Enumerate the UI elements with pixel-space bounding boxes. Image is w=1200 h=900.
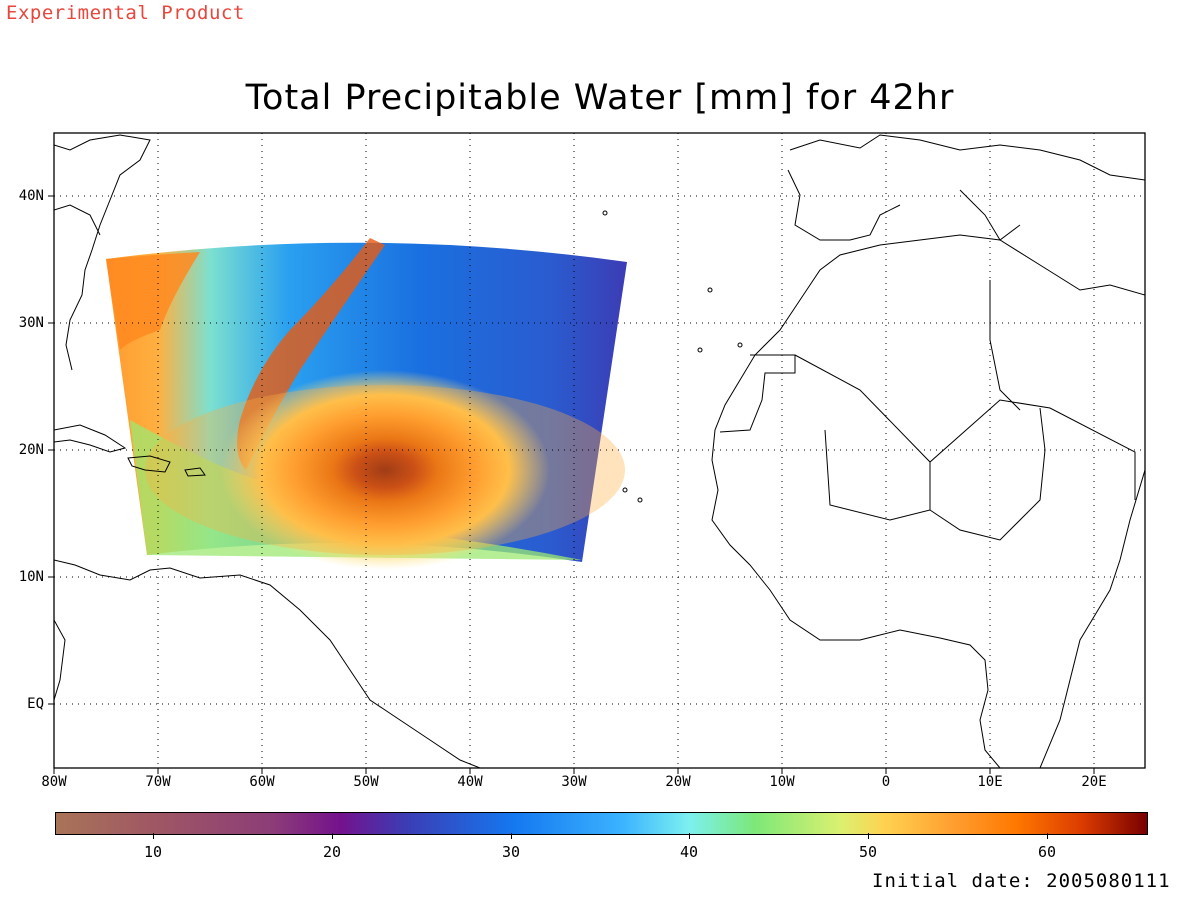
lon-label-50w: 50W [353, 774, 379, 790]
lon-label-30w: 30W [561, 774, 587, 790]
experimental-label: Experimental Product [6, 2, 245, 24]
colorbar-tick [511, 833, 512, 839]
colorbar-tick [868, 833, 869, 839]
lon-label-70w: 70W [145, 774, 171, 790]
colorbar-label-40: 40 [679, 843, 699, 861]
lat-label-40n: 40N [18, 188, 44, 204]
lon-label-40w: 40W [457, 774, 483, 790]
vortex-outer-band [145, 385, 625, 555]
lon-label-10w: 10W [769, 774, 795, 790]
axis-ticks [48, 195, 1095, 774]
lon-label-10e: 10E [977, 774, 1003, 790]
initial-date: Initial date: 2005080111 [872, 870, 1171, 892]
lat-label-eq: EQ [27, 696, 44, 712]
map-title: Total Precipitable Water [mm] for 42hr [245, 78, 955, 118]
lon-label-0: 0 [881, 774, 891, 790]
colorbar-tick [689, 833, 690, 839]
lat-label-30n: 30N [18, 315, 44, 331]
lat-label-10n: 10N [18, 569, 44, 585]
colorbar-tick [332, 833, 333, 839]
colorbar-tick [1047, 833, 1048, 839]
colorbar-tick [153, 833, 154, 839]
colorbar-label-20: 20 [322, 843, 342, 861]
coastlines [54, 134, 1145, 768]
colorbar-label-10: 10 [143, 843, 163, 861]
lon-label-20w: 20W [665, 774, 691, 790]
colorbar [55, 812, 1148, 835]
colorbar-label-50: 50 [858, 843, 878, 861]
colorbar-label-30: 30 [501, 843, 521, 861]
tropical-moist-band [130, 420, 582, 560]
lat-label-20n: 20N [18, 442, 44, 458]
colorbar-label-60: 60 [1037, 843, 1057, 861]
western-moist-region [106, 252, 200, 350]
hurricane-vortex [220, 370, 550, 570]
lon-label-60w: 60W [249, 774, 275, 790]
lon-label-80w: 80W [41, 774, 67, 790]
lon-label-20e: 20E [1081, 774, 1107, 790]
